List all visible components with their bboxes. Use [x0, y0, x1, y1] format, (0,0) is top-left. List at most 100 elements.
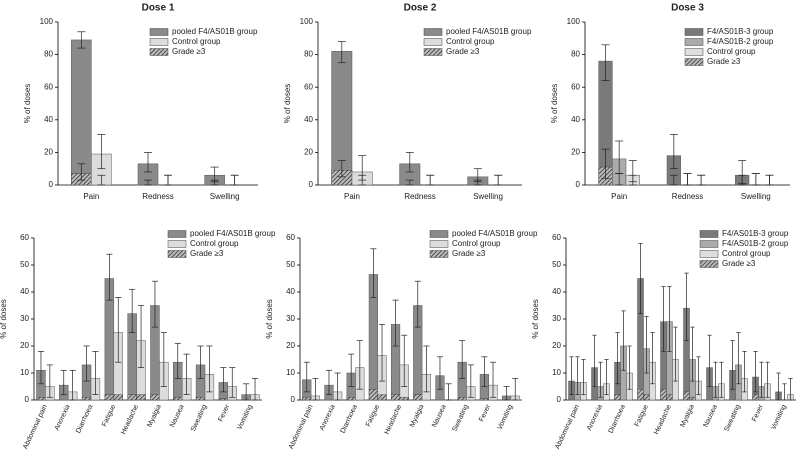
x-tick-label: Pain: [83, 192, 99, 201]
y-tick-label: 20: [552, 341, 561, 350]
legend-swatch: [684, 38, 704, 46]
legend-label: pooled F4/AS01B group: [172, 27, 258, 36]
legend-label: Grade ≥3: [722, 259, 756, 268]
legend-swatch: [429, 250, 449, 258]
x-tick-label: Nausea: [169, 404, 186, 429]
grade3-bar: [377, 394, 387, 401]
y-tick-label: 30: [286, 314, 295, 323]
legend-label: Grade ≥3: [452, 249, 486, 258]
legend-label: F4/AS01B-3 group: [722, 229, 789, 238]
x-tick-label: Sweating: [451, 404, 470, 433]
x-tick-label: Fever: [478, 403, 492, 423]
y-tick-label: 50: [552, 260, 561, 269]
y-tick-label: 80: [304, 50, 313, 59]
legend-label: Grade ≥3: [190, 249, 224, 258]
y-tick-label: 40: [571, 115, 580, 124]
legend-swatch: [423, 28, 443, 36]
x-tick-label: Anorexia: [54, 404, 72, 432]
legend-swatch: [423, 38, 443, 46]
legend-label: Control group: [190, 239, 239, 248]
x-tick-label: Fever: [751, 403, 765, 423]
legend-label: pooled F4/AS01B group: [190, 229, 276, 238]
legend-swatch: [429, 240, 449, 248]
legend-label: F4/AS01B-2 group: [707, 37, 774, 46]
x-tick-label: Swelling: [473, 192, 503, 201]
grade3-bar: [173, 397, 183, 401]
legend-swatch: [684, 28, 704, 36]
legend-label: Grade ≥3: [707, 57, 741, 66]
grade3-bar: [683, 391, 690, 401]
x-tick-label: Diarrhoea: [340, 404, 359, 435]
legend-swatch: [699, 250, 719, 258]
y-tick-label: 10: [286, 368, 295, 377]
x-tick-label: Nausea: [431, 404, 448, 429]
y-tick-label: 20: [304, 148, 313, 157]
legend-swatch: [684, 48, 704, 56]
y-tick-label: 40: [44, 115, 53, 124]
x-tick-label: Sweating: [190, 404, 209, 433]
y-tick-label: 20: [44, 148, 53, 157]
y-tick-label: 30: [20, 314, 29, 323]
y-tick-label: 60: [304, 82, 313, 91]
x-tick-label: Anorexia: [319, 404, 337, 432]
legend-label: Control group: [446, 37, 495, 46]
y-axis-label: % of doses: [550, 84, 559, 124]
x-tick-label: Abdominal pain: [22, 404, 49, 451]
legend-label: Control group: [172, 37, 221, 46]
y-tick-label: 20: [571, 148, 580, 157]
legend-swatch: [149, 38, 169, 46]
y-tick-label: 0: [557, 395, 562, 404]
legend-swatch: [699, 240, 719, 248]
grade3-bar: [752, 394, 759, 401]
x-tick-label: Myalgia: [679, 404, 696, 429]
x-tick-label: Headache: [384, 404, 404, 436]
y-tick-label: 0: [309, 180, 314, 189]
grade3-bar: [399, 397, 409, 401]
x-tick-label: Myalgia: [409, 404, 426, 429]
legend-swatch: [699, 260, 719, 268]
y-tick-label: 0: [291, 395, 296, 404]
grade3-bar: [150, 394, 160, 401]
grade3-bar: [346, 397, 356, 401]
grade3-bar: [136, 394, 146, 401]
y-tick-label: 20: [20, 341, 29, 350]
grade3-bar: [218, 398, 229, 401]
legend-label: Grade ≥3: [446, 47, 480, 56]
x-tick-label: Pain: [611, 192, 627, 201]
x-tick-label: Abdominal pain: [554, 404, 581, 451]
y-tick-label: 30: [552, 314, 561, 323]
legend-swatch: [149, 48, 169, 56]
chart-title: Dose 3: [671, 3, 704, 14]
y-axis-label: % of doses: [265, 299, 274, 339]
y-tick-label: 60: [552, 233, 561, 242]
y-tick-label: 60: [571, 82, 580, 91]
x-tick-label: Fatigue: [634, 404, 650, 428]
y-tick-label: 0: [576, 180, 581, 189]
x-tick-label: Pain: [344, 192, 360, 201]
x-tick-label: Redness: [142, 192, 174, 201]
x-tick-label: Nausea: [702, 404, 719, 429]
legend-swatch: [167, 230, 187, 238]
x-tick-label: Diarrhoea: [608, 404, 627, 435]
grade3-bar: [195, 397, 206, 401]
grade3-bar: [113, 394, 123, 401]
y-tick-label: 40: [286, 287, 295, 296]
y-tick-label: 50: [20, 260, 29, 269]
x-tick-label: Redness: [672, 192, 704, 201]
x-tick-label: Diarrhoea: [75, 404, 94, 435]
x-tick-label: Fever: [217, 403, 231, 423]
legend-label: Control group: [722, 249, 771, 258]
legend-swatch: [684, 58, 704, 66]
legend-label: F4/AS01B-2 group: [722, 239, 789, 248]
y-tick-label: 80: [44, 50, 53, 59]
grade3-bar: [666, 394, 673, 401]
x-tick-label: Anorexia: [586, 404, 604, 432]
y-tick-label: 100: [300, 17, 314, 26]
x-tick-label: Vomiting: [236, 404, 254, 431]
x-tick-label: Swelling: [210, 192, 240, 201]
grade3-bar: [368, 389, 378, 401]
grade3-bar: [637, 389, 644, 401]
x-tick-label: Redness: [404, 192, 436, 201]
legend-swatch: [167, 250, 187, 258]
x-tick-label: Vomiting: [497, 404, 515, 431]
